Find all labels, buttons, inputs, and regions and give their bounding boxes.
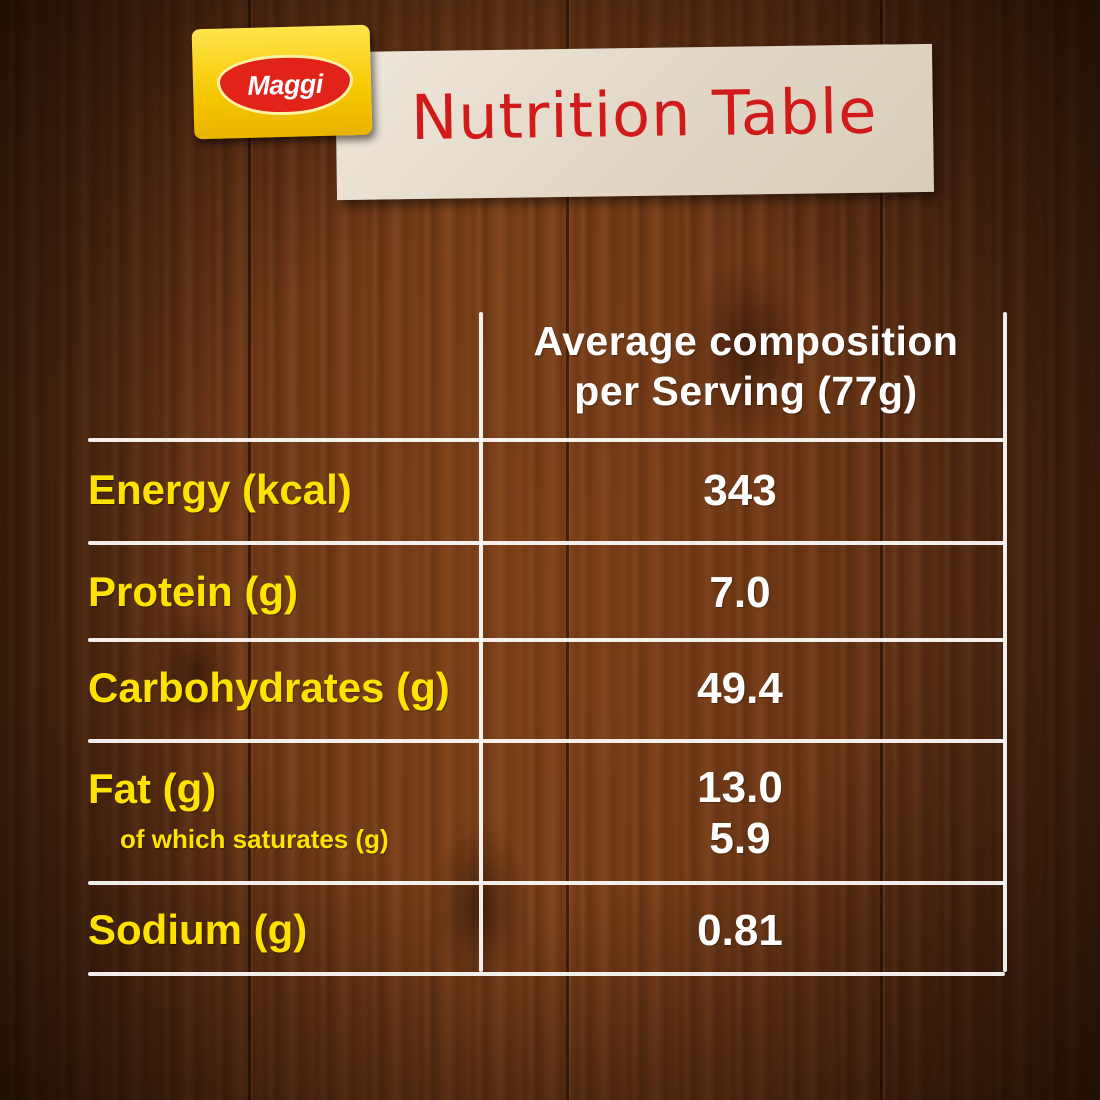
row-value-energy: 343 (703, 466, 777, 515)
row-label-sodium: Sodium (g) (88, 906, 308, 953)
table-divider-vertical (479, 312, 483, 972)
row-value-sodium: 0.81 (697, 906, 783, 955)
table-rule (88, 638, 1005, 642)
table-rule (88, 881, 1005, 885)
row-label-fat: Fat (g) (88, 765, 217, 812)
table-rule (88, 438, 1005, 442)
plank-gap (248, 0, 251, 1100)
row-label-energy: Energy (kcal) (88, 466, 352, 513)
row-label-protein: Protein (g) (88, 568, 298, 615)
column-header-line2: per Serving (77g) (574, 368, 918, 414)
wood-knot (150, 600, 240, 750)
plank-gap (566, 0, 569, 1100)
row-label-carbohydrates: Carbohydrates (g) (88, 664, 450, 711)
page-title: Nutrition Table (410, 74, 878, 155)
plank-gap (880, 0, 883, 1100)
row-value-carbohydrates: 49.4 (697, 664, 783, 713)
table-rule (88, 739, 1005, 743)
row-value-protein: 7.0 (709, 568, 771, 617)
row-value-fat: 13.0 (697, 763, 783, 812)
title-card: Nutrition Table (334, 43, 935, 201)
logo-badge: Maggi (216, 53, 354, 117)
logo-text: Maggi (246, 68, 324, 101)
column-header: Average composition per Serving (77g) (496, 316, 996, 416)
table-rule (88, 972, 1005, 976)
row-subvalue-saturates: 5.9 (709, 814, 771, 863)
wood-knot (690, 250, 810, 450)
maggi-logo: Maggi (191, 24, 373, 140)
row-sublabel-saturates: of which saturates (g) (120, 824, 389, 854)
table-border-right (1003, 312, 1007, 972)
table-rule (88, 541, 1005, 545)
column-header-line1: Average composition (533, 318, 959, 364)
